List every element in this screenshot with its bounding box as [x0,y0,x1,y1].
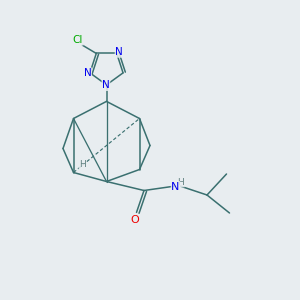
Text: O: O [130,215,140,225]
Text: Cl: Cl [73,35,83,45]
Text: H: H [178,178,184,187]
Text: N: N [115,47,123,57]
Text: N: N [102,80,110,91]
Text: N: N [84,68,92,78]
Text: H: H [79,160,86,169]
Text: N: N [171,182,180,192]
